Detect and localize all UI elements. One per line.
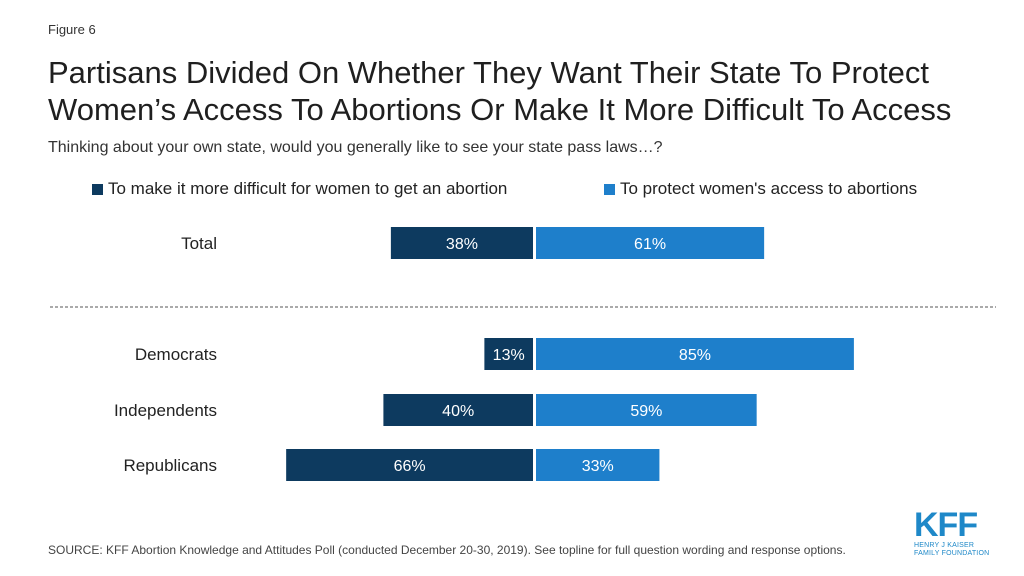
data-label-difficult-democrats: 13%	[493, 347, 525, 364]
category-label-independents: Independents	[114, 401, 217, 420]
data-label-difficult-republicans: 66%	[394, 458, 426, 475]
data-label-difficult-independents: 40%	[442, 403, 474, 420]
legend-item-difficult: To make it more difficult for women to g…	[92, 179, 507, 199]
logo-wordmark: KFF	[914, 506, 978, 544]
kff-logo: KFF HENRY J KAISER FAMILY FOUNDATION	[914, 508, 994, 562]
data-label-protect-independents: 59%	[630, 403, 662, 420]
legend-swatch-protect	[604, 183, 615, 195]
logo-line2: FAMILY FOUNDATION	[914, 550, 990, 557]
bar-difficult-total	[390, 227, 533, 259]
source-note: SOURCE: KFF Abortion Knowledge and Attit…	[48, 543, 846, 557]
data-label-protect-republicans: 33%	[582, 458, 614, 475]
bar-protect-republicans	[536, 449, 660, 481]
category-label-total: Total	[181, 234, 217, 253]
bar-difficult-independents	[383, 394, 533, 426]
bar-protect-independents	[536, 394, 757, 426]
bar-protect-democrats	[536, 338, 854, 370]
bar-difficult-republicans	[286, 449, 533, 481]
data-label-protect-total: 61%	[634, 236, 666, 253]
logo-line1: HENRY J KAISER	[914, 542, 975, 549]
legend-item-protect: To protect women's access to abortions	[604, 179, 917, 199]
legend-label-protect: To protect women's access to abortions	[620, 179, 918, 198]
legend-label-difficult: To make it more difficult for women to g…	[108, 179, 508, 198]
data-label-difficult-total: 38%	[446, 236, 478, 253]
legend-swatch-difficult	[92, 183, 103, 195]
chart-title: Partisans Divided On Whether They Want T…	[48, 55, 952, 127]
category-label-republicans: Republicans	[123, 456, 217, 475]
bar-protect-total	[536, 227, 765, 259]
chart-subtitle: Thinking about your own state, would you…	[48, 139, 663, 156]
data-label-protect-democrats: 85%	[679, 347, 711, 364]
category-label-democrats: Democrats	[135, 345, 217, 364]
bar-difficult-democrats	[484, 338, 533, 370]
figure-label: Figure 6	[48, 22, 96, 37]
